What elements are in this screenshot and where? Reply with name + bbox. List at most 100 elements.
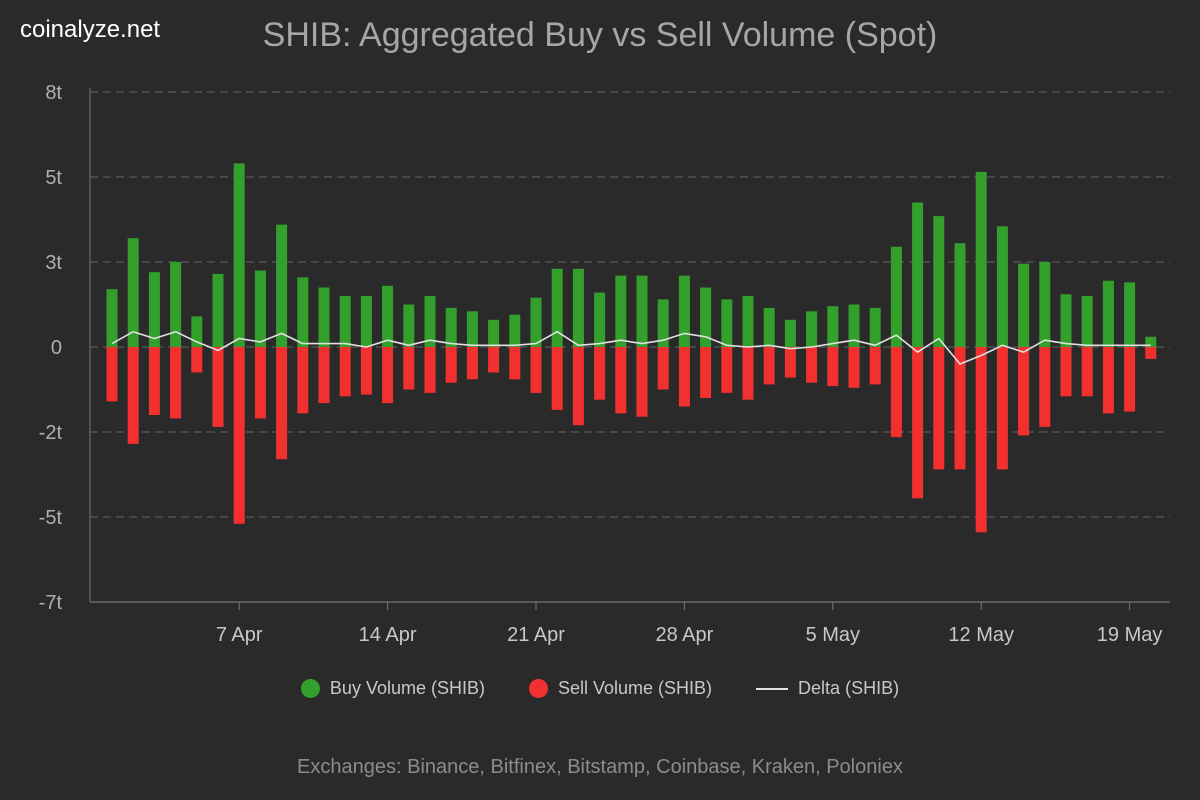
buy-bar[interactable] — [848, 304, 860, 348]
sell-bar[interactable] — [254, 347, 266, 419]
sell-bar[interactable] — [721, 347, 733, 393]
buy-bar[interactable] — [170, 262, 182, 347]
buy-bar[interactable] — [572, 268, 584, 347]
buy-bar[interactable] — [191, 316, 203, 347]
buy-bar[interactable] — [1060, 294, 1072, 347]
buy-bar[interactable] — [657, 299, 669, 347]
sell-bar[interactable] — [615, 347, 627, 414]
buy-bar[interactable] — [360, 296, 372, 347]
buy-bar[interactable] — [1102, 280, 1114, 347]
buy-bar[interactable] — [806, 311, 818, 347]
buy-bar[interactable] — [975, 171, 987, 347]
sell-bar[interactable] — [445, 347, 457, 383]
buy-bar[interactable] — [276, 224, 288, 347]
sell-bar[interactable] — [530, 347, 542, 393]
sell-bar[interactable] — [191, 347, 203, 373]
sell-bar[interactable] — [1102, 347, 1114, 414]
buy-bar[interactable] — [827, 306, 839, 347]
sell-bar[interactable] — [318, 347, 330, 404]
sell-bar[interactable] — [1124, 347, 1136, 412]
sell-bar[interactable] — [763, 347, 775, 385]
buy-bar[interactable] — [339, 296, 351, 347]
buy-bar[interactable] — [1145, 336, 1157, 347]
buy-bar[interactable] — [615, 275, 627, 347]
sell-bar[interactable] — [382, 347, 394, 404]
sell-bar[interactable] — [360, 347, 372, 395]
sell-bar[interactable] — [869, 347, 881, 385]
buy-bar[interactable] — [403, 304, 415, 348]
sell-bar[interactable] — [106, 347, 118, 402]
sell-bar[interactable] — [912, 347, 924, 499]
buy-bar[interactable] — [700, 287, 712, 348]
sell-bar[interactable] — [170, 347, 182, 419]
buy-bar[interactable] — [254, 270, 266, 348]
sell-bar[interactable] — [127, 347, 139, 444]
buy-bar[interactable] — [382, 285, 394, 347]
buy-bar[interactable] — [445, 307, 457, 347]
buy-bar[interactable] — [996, 226, 1008, 347]
legend-item-delta[interactable]: Delta (SHIB) — [756, 678, 899, 699]
sell-bar[interactable] — [1145, 347, 1157, 359]
sell-bar[interactable] — [700, 347, 712, 398]
buy-bar[interactable] — [551, 268, 563, 347]
buy-bar[interactable] — [678, 275, 690, 347]
buy-bar[interactable] — [318, 287, 330, 348]
sell-bar[interactable] — [1018, 347, 1030, 436]
sell-bar[interactable] — [975, 347, 987, 533]
sell-bar[interactable] — [148, 347, 160, 415]
buy-bar[interactable] — [742, 296, 754, 347]
sell-bar[interactable] — [551, 347, 563, 410]
sell-bar[interactable] — [572, 347, 584, 426]
sell-bar[interactable] — [636, 347, 648, 417]
legend-item-buy[interactable]: Buy Volume (SHIB) — [300, 678, 485, 699]
buy-bar[interactable] — [1018, 263, 1030, 347]
sell-bar[interactable] — [233, 347, 245, 524]
buy-bar[interactable] — [1039, 262, 1051, 347]
buy-bar[interactable] — [912, 202, 924, 348]
buy-bar[interactable] — [297, 277, 309, 347]
buy-bar[interactable] — [763, 307, 775, 347]
sell-bar[interactable] — [1039, 347, 1051, 427]
buy-bar[interactable] — [1081, 296, 1093, 347]
sell-bar[interactable] — [827, 347, 839, 387]
sell-bar[interactable] — [678, 347, 690, 407]
sell-bar[interactable] — [806, 347, 818, 383]
sell-bar[interactable] — [1060, 347, 1072, 397]
sell-bar[interactable] — [1081, 347, 1093, 397]
sell-bar[interactable] — [339, 347, 351, 397]
sell-bar[interactable] — [212, 347, 224, 427]
sell-bar[interactable] — [276, 347, 288, 460]
sell-bar[interactable] — [657, 347, 669, 390]
sell-bar[interactable] — [594, 347, 606, 400]
sell-bar[interactable] — [784, 347, 796, 378]
buy-bar[interactable] — [721, 299, 733, 347]
sell-bar[interactable] — [996, 347, 1008, 470]
buy-bar[interactable] — [488, 319, 500, 347]
legend-item-sell[interactable]: Sell Volume (SHIB) — [528, 678, 712, 699]
sell-bar[interactable] — [466, 347, 478, 380]
sell-bar[interactable] — [403, 347, 415, 390]
buy-bar[interactable] — [530, 297, 542, 347]
buy-bar[interactable] — [148, 272, 160, 347]
buy-bar[interactable] — [1124, 282, 1136, 347]
sell-bar[interactable] — [890, 347, 902, 438]
sell-bar[interactable] — [954, 347, 966, 470]
sell-bar[interactable] — [848, 347, 860, 388]
buy-bar[interactable] — [233, 163, 245, 347]
sell-bar[interactable] — [424, 347, 436, 393]
sell-bar[interactable] — [509, 347, 521, 380]
sell-bar[interactable] — [933, 347, 945, 470]
buy-bar[interactable] — [106, 289, 118, 347]
buy-bar[interactable] — [594, 292, 606, 347]
sell-bar[interactable] — [297, 347, 309, 414]
buy-bar[interactable] — [466, 311, 478, 347]
delta-line[interactable] — [111, 330, 1151, 365]
buy-bar[interactable] — [890, 246, 902, 347]
buy-bar[interactable] — [424, 296, 436, 347]
sell-bar[interactable] — [488, 347, 500, 373]
sell-bar[interactable] — [742, 347, 754, 400]
buy-bar[interactable] — [509, 314, 521, 347]
buy-bar[interactable] — [869, 307, 881, 347]
buy-bar[interactable] — [127, 238, 139, 347]
buy-bar[interactable] — [636, 275, 648, 347]
